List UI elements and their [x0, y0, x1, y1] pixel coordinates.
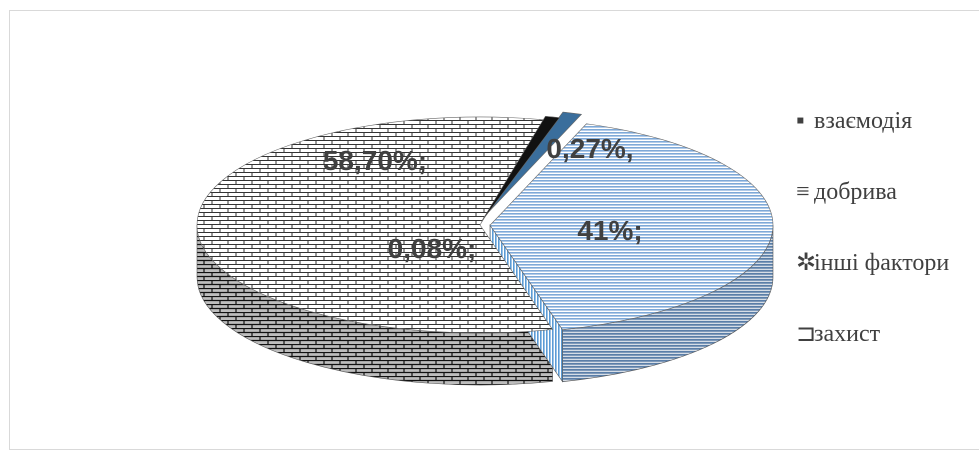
legend-marker-захист: ⊐: [796, 321, 816, 347]
data-label-інші-фактори: 58,70%;: [323, 145, 427, 176]
legend-marker-взаємодія: ▪: [796, 108, 805, 134]
slice-взаємодія: [484, 111, 583, 217]
data-label-добрива: 41%;: [577, 215, 642, 246]
legend-marker-добрива: ≡: [796, 179, 810, 205]
slice-добрива: [489, 123, 774, 330]
legend-label-взаємодія: взаємодія: [814, 108, 912, 134]
data-label-захист: 0,08%;: [388, 233, 477, 264]
data-label-взаємодія: 0,27%,: [546, 133, 633, 164]
legend-marker-інші-фактори: ✲: [796, 250, 816, 276]
legend-label-добрива: добрива: [814, 179, 897, 205]
slice-захист: [481, 115, 561, 222]
legend-label-захист: захист: [814, 321, 881, 347]
slice-інші-фактори: [196, 116, 554, 334]
legend-label-інші-фактори: інші фактори: [814, 250, 949, 276]
chart-frame: [9, 10, 979, 450]
